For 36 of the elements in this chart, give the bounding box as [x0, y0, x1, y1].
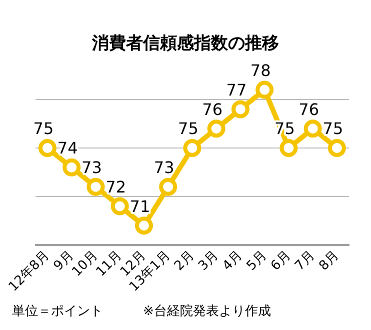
point	[86, 178, 105, 196]
data-label: 75	[322, 119, 344, 138]
chart-title: 消費者信頼感指数の推移	[91, 34, 279, 54]
data-label: 71	[130, 196, 150, 216]
point	[62, 158, 81, 176]
data-label: 76	[298, 100, 319, 119]
data-label: 74	[57, 138, 78, 158]
x-tick-label: 2月	[172, 248, 198, 274]
x-tick-label: 5月	[244, 248, 270, 274]
point	[280, 139, 298, 158]
data-label: 78	[250, 60, 271, 80]
x-tick-label: 7月	[292, 248, 318, 274]
data-label: 75	[178, 119, 198, 138]
data-label: 76	[202, 100, 223, 119]
point	[231, 100, 250, 118]
data-label: 73	[154, 158, 174, 177]
point	[134, 216, 153, 235]
point	[207, 120, 226, 138]
data-label: 75	[33, 119, 54, 138]
point	[38, 139, 56, 158]
x-tick-label: 6月	[268, 248, 294, 274]
data-label: 72	[106, 177, 126, 196]
point	[256, 80, 274, 99]
x-tick-label: 12年8月	[6, 248, 53, 295]
x-tick-label: 3月	[196, 248, 222, 274]
point	[159, 178, 178, 196]
text: 単位＝ポイント	[12, 303, 103, 320]
point	[110, 197, 129, 216]
x-tick-label: 4月	[220, 248, 246, 274]
data-label: 77	[226, 80, 247, 100]
x-tick-label: 8月	[316, 248, 342, 274]
point	[304, 120, 322, 138]
text: ※台経院発表より作成	[143, 303, 271, 320]
point	[183, 139, 202, 158]
point	[328, 139, 346, 158]
data-label: 73	[82, 158, 102, 177]
